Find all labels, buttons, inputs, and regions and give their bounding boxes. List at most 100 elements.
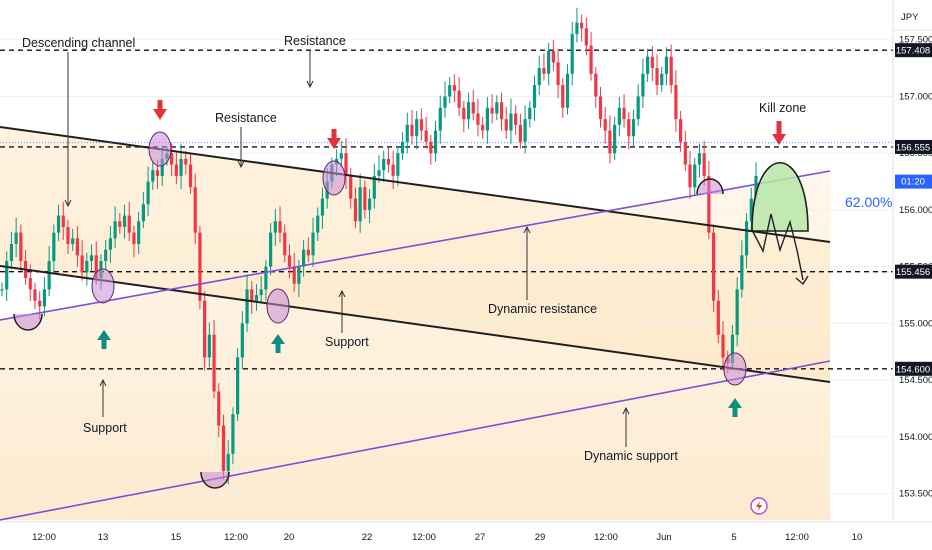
candle-body: [137, 221, 141, 244]
candle-body: [740, 255, 744, 290]
current-price-badge: 01:20: [895, 174, 932, 189]
candle-body: [221, 425, 226, 471]
descending-channel-lower-line[interactable]: [0, 265, 831, 383]
candle-body: [598, 96, 603, 120]
candle-body: [669, 56, 673, 86]
price-badge-bg: [895, 139, 932, 154]
candle-body: [198, 232, 202, 301]
candle-body: [721, 334, 725, 358]
candle-body: [400, 141, 405, 154]
candle-body: [367, 198, 372, 210]
candle-body: [650, 56, 654, 69]
support-label-mid: Support: [325, 335, 369, 349]
candle-body: [570, 34, 574, 74]
candle-body: [170, 153, 174, 165]
time-tick: 12:00: [412, 532, 436, 543]
candle-body: [448, 85, 452, 97]
candle-body: [52, 232, 56, 261]
price-badge-bg: [895, 361, 932, 376]
price-tick: 156.000: [899, 205, 932, 216]
candle-body: [94, 255, 98, 279]
candle-body: [537, 68, 541, 86]
candle-body: [485, 107, 489, 131]
candle-body: [155, 170, 160, 176]
dynamic-resistance-label: Dynamic resistance: [488, 302, 597, 316]
candle-body: [707, 175, 711, 233]
candle-body: [320, 198, 325, 216]
fib-percent-label: 62.00%: [845, 194, 892, 210]
candle-body: [179, 158, 183, 176]
candle-body: [217, 391, 221, 426]
touch-circle: [322, 160, 346, 196]
candle-body: [664, 56, 669, 74]
candle-body: [405, 124, 409, 142]
candle-body: [679, 119, 683, 142]
descending-channel-upper-line[interactable]: [0, 126, 831, 243]
touch-circle: [723, 352, 747, 386]
candle-body: [504, 119, 508, 131]
candle-body: [254, 295, 259, 301]
time-tick: 22: [362, 532, 373, 543]
candle-body: [622, 107, 626, 120]
event-badge[interactable]: [750, 497, 768, 515]
time-axis-ticks: 12:00 13 15 12:00 20 22 12:00 27 29 12:00 Jun 5 12:0…: [32, 532, 862, 543]
touch-circle: [148, 131, 172, 167]
candle-body: [132, 232, 136, 244]
candle-body: [711, 232, 716, 301]
candle-body: [542, 68, 546, 74]
price-badge: 157.408: [896, 46, 930, 57]
dynamic-resistance-line[interactable]: [0, 170, 831, 321]
time-tick: Jun: [656, 532, 671, 543]
candle-body: [316, 215, 320, 233]
resistance-label-mid: Resistance: [215, 111, 277, 125]
candle-body: [523, 119, 527, 142]
candle-body: [353, 198, 358, 222]
time-tick: 29: [535, 532, 546, 543]
time-tick: 15: [171, 532, 182, 543]
candle-body: [278, 221, 282, 233]
candle-body: [476, 113, 480, 125]
candle-body: [433, 130, 438, 154]
candle-body: [697, 153, 702, 165]
candle-body: [683, 141, 687, 165]
time-tick: 12:00: [594, 532, 618, 543]
candle-body: [372, 175, 376, 199]
support-label-low: Support: [83, 421, 127, 435]
candle-body: [349, 175, 353, 199]
candle-body: [71, 238, 75, 244]
time-tick: 10: [852, 532, 863, 543]
candle-body: [212, 334, 216, 392]
dynamic-support-line[interactable]: [0, 360, 831, 521]
candle-body: [311, 232, 315, 256]
candle-body: [160, 158, 164, 176]
candle-body: [231, 414, 235, 454]
candle-body: [438, 107, 442, 131]
candle-body: [269, 232, 273, 267]
arc-marker: [696, 178, 724, 195]
pointer-lines: [64, 50, 630, 447]
candle-body: [302, 249, 306, 267]
price-tick: 154.500: [899, 375, 932, 386]
arc-marker: [200, 471, 230, 489]
descending-channel-label: Descending channel: [22, 36, 135, 50]
candle-body: [410, 124, 414, 137]
candle-body: [122, 215, 127, 227]
candle-body: [264, 266, 268, 290]
price-badge-bg: [895, 264, 932, 279]
candle-body: [462, 107, 466, 120]
candle-body: [386, 158, 391, 165]
candle-body: [113, 221, 117, 239]
candle-body: [292, 266, 296, 284]
time-tick: 12:00: [224, 532, 248, 543]
candle-body: [457, 90, 461, 108]
candle-body: [528, 107, 532, 120]
candle-body: [547, 51, 551, 74]
price-tick: 153.500: [899, 489, 932, 500]
candle-body: [589, 45, 593, 74]
kill-zone-dome[interactable]: [751, 161, 809, 232]
candle-body: [184, 158, 188, 165]
down-arrow-icon: [327, 129, 341, 149]
sell-arrows: [153, 100, 786, 149]
